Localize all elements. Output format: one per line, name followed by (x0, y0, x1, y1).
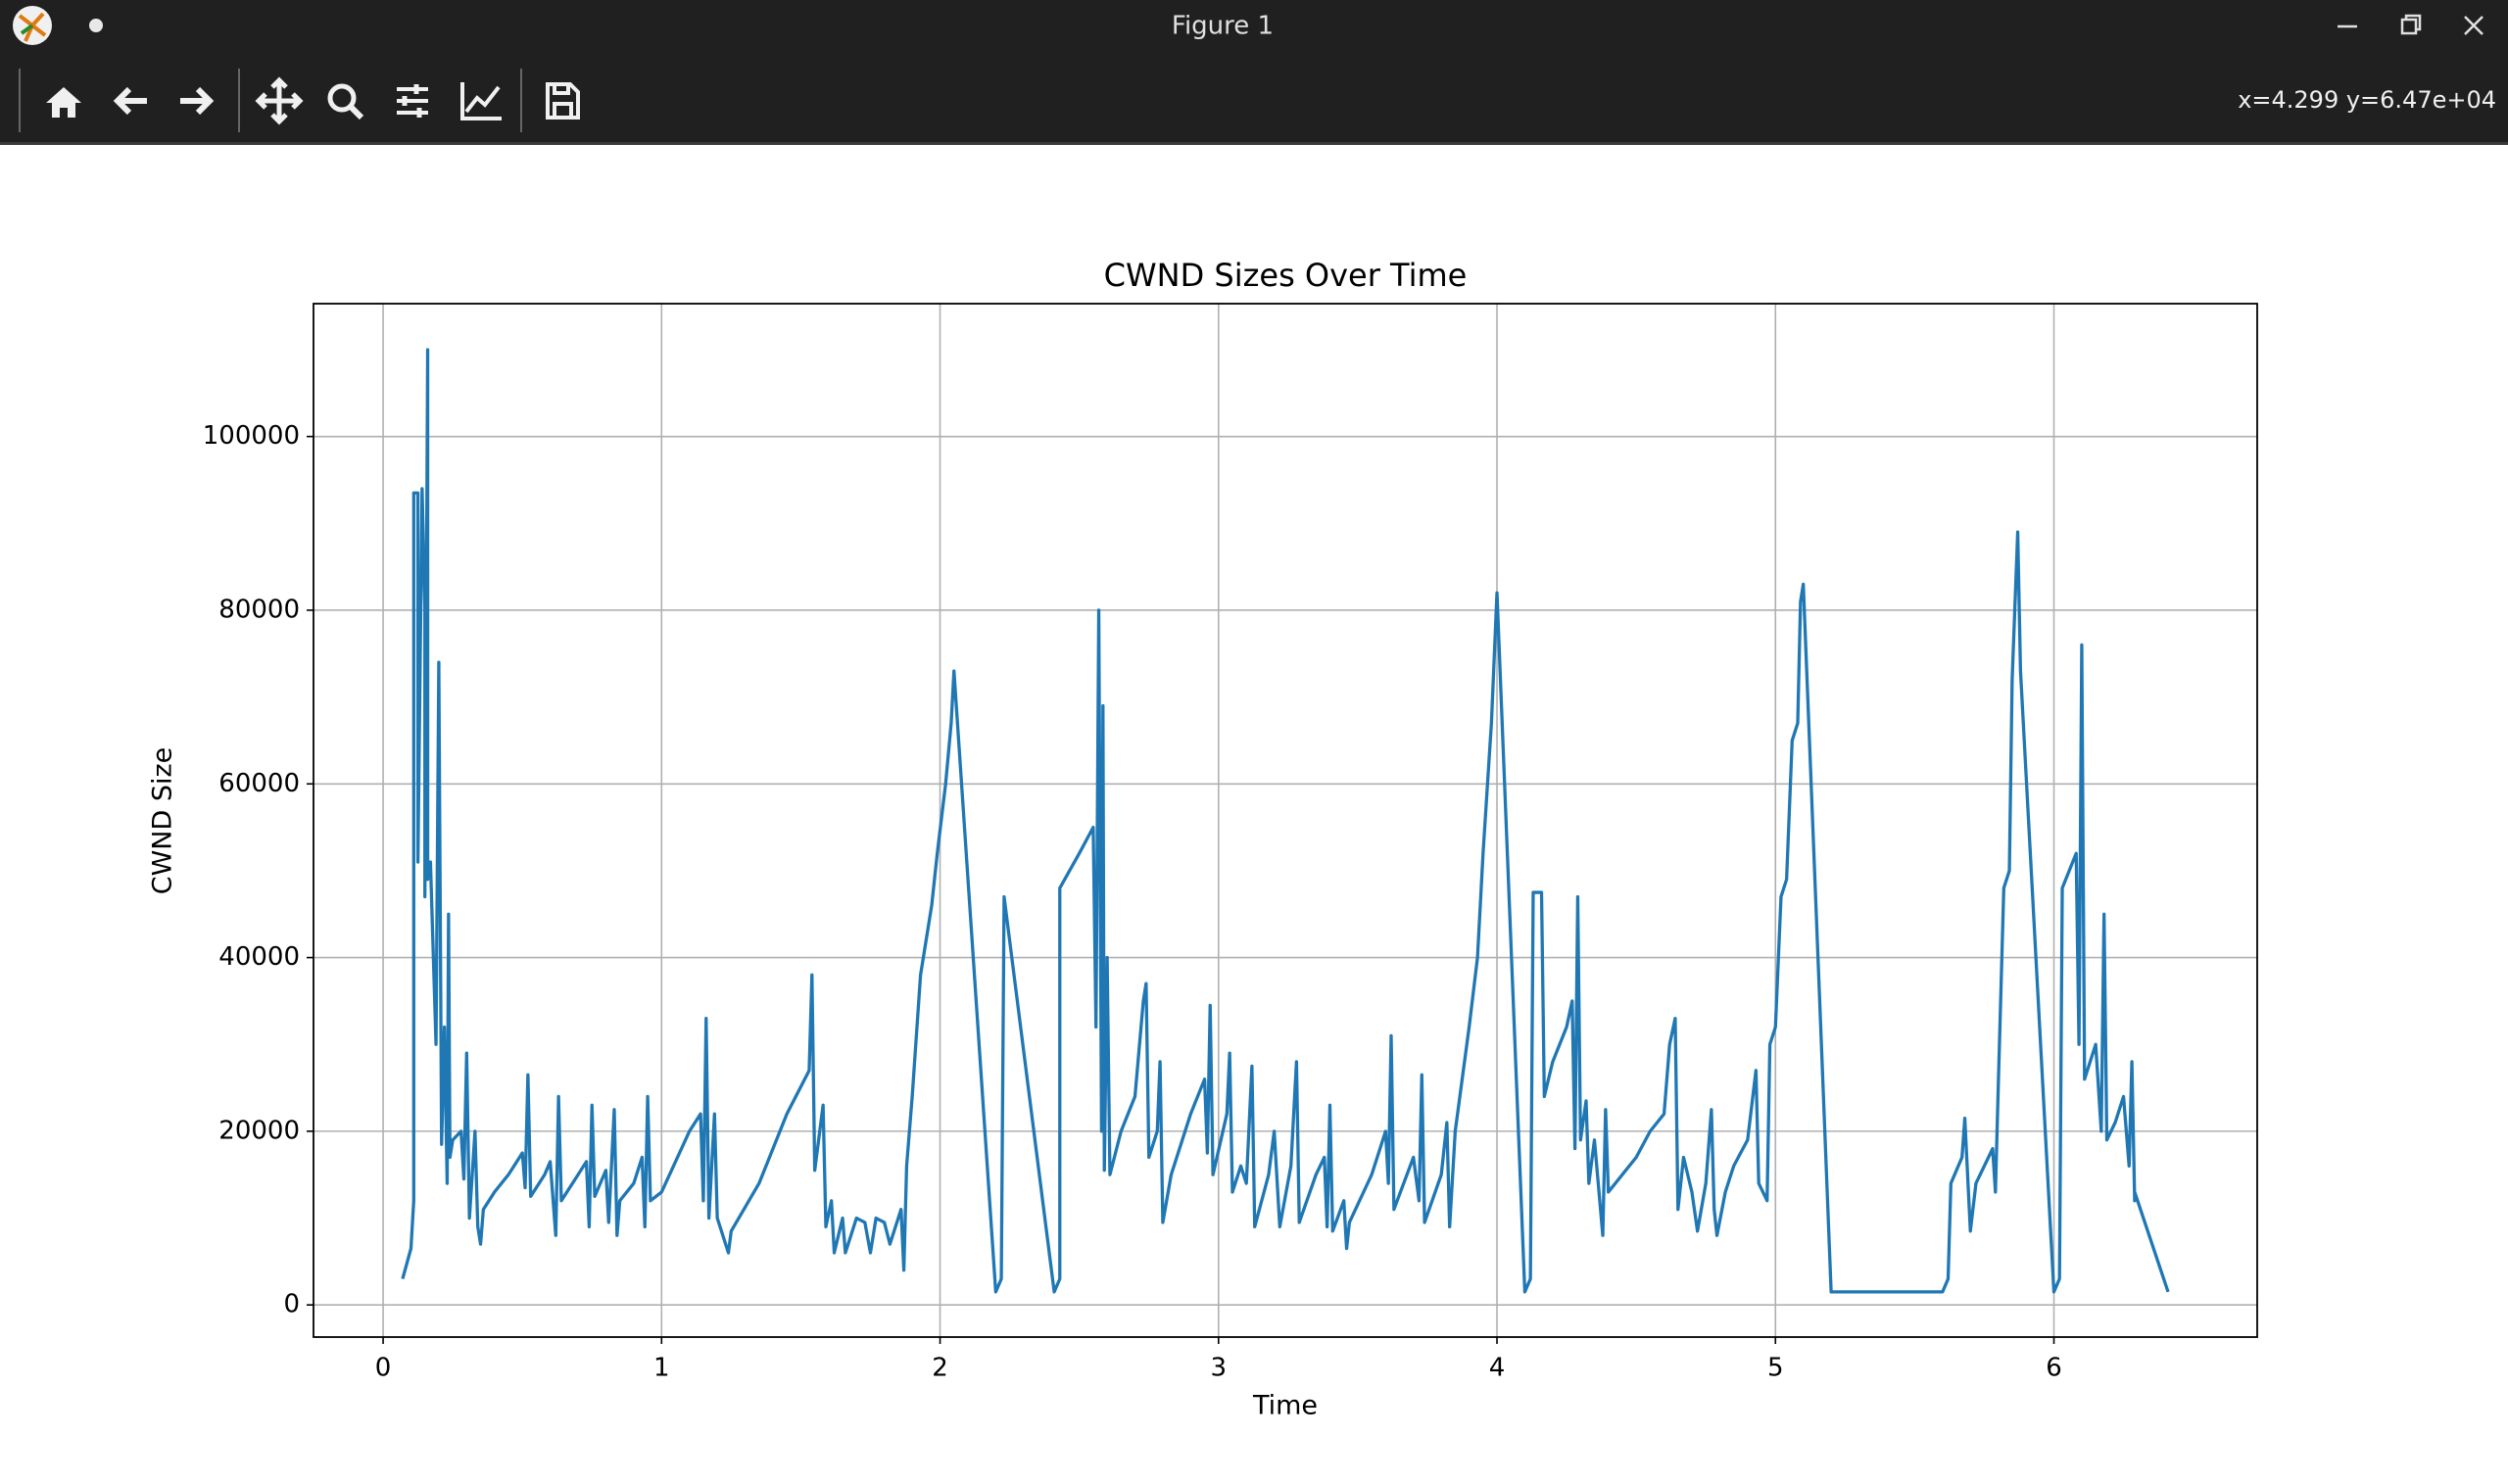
chart-title: CWND Sizes Over Time (1104, 257, 1468, 294)
data-line (401, 348, 2170, 1294)
y-tick-label: 80000 (218, 595, 300, 624)
status-dot (89, 19, 103, 32)
edit-axes-button[interactable] (460, 82, 502, 120)
x-tick-label: 4 (1489, 1354, 1506, 1383)
y-tick-label: 0 (283, 1290, 300, 1319)
toolbar-border (0, 142, 2508, 145)
x-tick-label: 5 (1767, 1354, 1784, 1383)
zoom-button[interactable] (327, 83, 364, 120)
y-tick-label: 20000 (218, 1116, 300, 1145)
back-button[interactable] (113, 86, 147, 116)
chart: CWND Sizes Over Time Time CWND Size 0 1 2 3… (148, 257, 2258, 1421)
app-icon (13, 6, 52, 45)
y-tick-label: 60000 (218, 769, 300, 798)
window-title: Figure 1 (1172, 12, 1274, 41)
x-tick-label: 1 (653, 1354, 670, 1383)
save-button[interactable] (546, 82, 580, 120)
titlebar-bg (0, 0, 2508, 142)
x-axis-label: Time (1252, 1391, 1318, 1421)
forward-button[interactable] (180, 86, 215, 116)
home-button[interactable] (46, 87, 81, 118)
restore-button[interactable] (2400, 14, 2422, 35)
x-tick-label: 6 (2046, 1354, 2062, 1383)
x-tick-label: 2 (932, 1354, 948, 1383)
pan-button[interactable] (255, 76, 304, 125)
cursor-status: x=4.299 y=6.47e+04 (2238, 86, 2496, 114)
y-tick-label: 40000 (218, 942, 300, 972)
configure-button[interactable] (397, 84, 428, 118)
y-axis-label: CWND Size (148, 747, 178, 895)
x-tick-label: 0 (375, 1354, 392, 1383)
x-tick-label: 3 (1211, 1354, 1228, 1383)
close-button[interactable] (2464, 16, 2484, 35)
y-tick-label: 100000 (203, 421, 300, 451)
plot-frame (313, 303, 2258, 1338)
